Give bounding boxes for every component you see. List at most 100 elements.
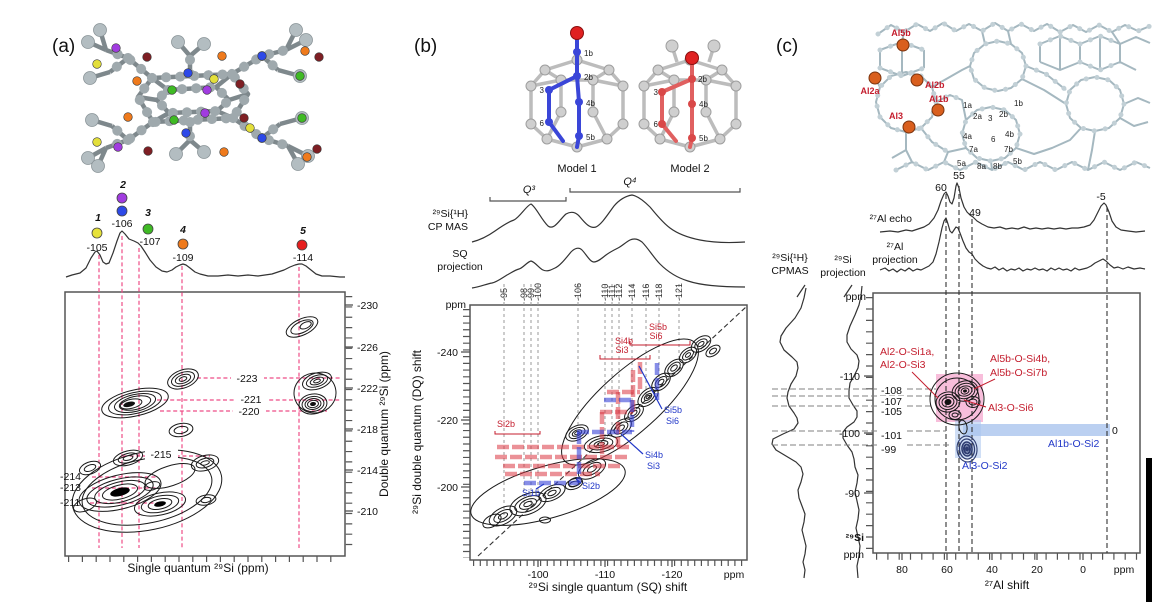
panel-a-plot-box bbox=[64, 291, 346, 557]
peak-num: 2 bbox=[119, 179, 126, 191]
peak-shift: -114 bbox=[293, 252, 313, 264]
ytick: -200 bbox=[437, 482, 458, 494]
xtick: -100 bbox=[527, 569, 548, 581]
peak-markers: 1 2 3 4 5 -105 -106 -107 -109 -114 bbox=[86, 179, 313, 264]
cpmas-label-1: ²⁹Si{¹H} bbox=[433, 208, 469, 220]
site-label: 2b bbox=[698, 75, 707, 84]
contour-plot-a bbox=[71, 316, 337, 533]
si-cpmas-label-2: CPMAS bbox=[771, 265, 808, 277]
sq-proj-label-2: projection bbox=[437, 261, 483, 273]
peak-dot-2b bbox=[116, 205, 128, 217]
red-annotation: Al5b-O-Si4b, bbox=[990, 353, 1050, 365]
panel-c-xlabel: ²⁷Al shift bbox=[985, 578, 1030, 592]
ytick: -220 bbox=[437, 415, 458, 427]
ytick: -226 bbox=[357, 342, 378, 354]
zeolite-framework: Al5b Al2a Al2b Al1b Al3 1a 2a 3 2b 1b 4a… bbox=[860, 20, 1153, 173]
xtick: 80 bbox=[896, 564, 908, 576]
si-vertical-traces: ²⁹Si{¹H} CPMAS ²⁹Si projection bbox=[771, 252, 866, 579]
sq-line-label: -121 bbox=[674, 283, 684, 301]
peak-dot-5 bbox=[296, 239, 308, 251]
panel-c-annotations: Al2-O-Si1a, Al2-O-Si3 Al5b-O-Si4b, Al5b-… bbox=[880, 346, 1118, 472]
cage-models: 1b 2b 3 6 4b 5b 2b 3 6 4b 5b Model 1 Mod… bbox=[525, 26, 742, 175]
panel-b-plot-box bbox=[469, 304, 748, 561]
model2-highlight-atoms bbox=[658, 75, 696, 142]
red-si5b-label: Si5b bbox=[649, 322, 667, 332]
ytick: -110 bbox=[840, 371, 860, 383]
q3-label: Q³ bbox=[523, 184, 536, 196]
al-site-label: Al3 bbox=[889, 111, 903, 121]
peak-shift: -106 bbox=[111, 218, 132, 230]
red-si6-label: Si6 bbox=[649, 331, 662, 341]
red-si4b-label: Si4b bbox=[615, 336, 633, 346]
red-annotation: Al2-O-Si3 bbox=[880, 359, 926, 371]
site-label: 1b bbox=[584, 49, 593, 58]
al-echo-label: ²⁷Al echo bbox=[870, 213, 912, 225]
panel-b-xlabel: ²⁹Si single quantum (SQ) shift bbox=[529, 580, 688, 594]
panel-b-1d-traces: ²⁹Si{¹H} CP MAS SQ projection bbox=[428, 194, 746, 289]
xtick: 40 bbox=[986, 564, 998, 576]
blue-si1b-label: Si1b bbox=[522, 488, 540, 498]
peak-shift: -107 bbox=[139, 236, 160, 248]
si-proj-label-1: ²⁹Si bbox=[834, 254, 851, 266]
panel-a-label: (a) bbox=[52, 36, 75, 57]
sq-line-label: -118 bbox=[654, 284, 664, 301]
panel-c-label: (c) bbox=[776, 36, 798, 57]
sq-proj-label-1: SQ bbox=[452, 248, 467, 260]
al-peak-label: 49 bbox=[969, 207, 981, 219]
red-si3-label: Si3 bbox=[615, 345, 628, 355]
al-site-label: Al1b bbox=[929, 94, 949, 104]
panel-a-axes: -230 -226 -222 -218 -214 -210 Double qua… bbox=[68, 296, 391, 575]
al-site-label: Al5b bbox=[891, 28, 911, 38]
red-annotation: Al2-O-Si1a, bbox=[880, 346, 934, 358]
ytick: -210 bbox=[357, 506, 378, 518]
blue-si5b-label: Si5b bbox=[664, 405, 682, 415]
panel-c: (c) Al5b Al2a Al2b Al1b Al3 1a 2a 3 2b 1… bbox=[771, 20, 1153, 602]
svg-text:2b: 2b bbox=[999, 110, 1008, 119]
y-axis-unit-label: ppm bbox=[844, 549, 865, 561]
svg-text:1b: 1b bbox=[1014, 99, 1023, 108]
xtick: 60 bbox=[941, 564, 953, 576]
al-peak-label: 55 bbox=[953, 170, 965, 182]
dq-label: -211 bbox=[60, 497, 80, 509]
model1-blue-connectivity bbox=[524, 363, 660, 486]
blue-si2b-label: Si2b bbox=[582, 481, 600, 491]
ytick: -100 bbox=[839, 428, 860, 440]
peak-num: 4 bbox=[179, 224, 186, 236]
ytick: -230 bbox=[357, 300, 378, 312]
sq-line-label: -111 bbox=[607, 284, 617, 301]
peak-num: 3 bbox=[145, 207, 151, 219]
sq-shift-guides: -95 -98 -99 -100 -106 -110 -111 -112 -11… bbox=[499, 283, 684, 520]
site-label: 4b bbox=[699, 100, 708, 109]
svg-text:3: 3 bbox=[988, 114, 993, 123]
xtick: -110 bbox=[595, 569, 615, 581]
si-cpmas-label-1: ²⁹Si{¹H} bbox=[772, 252, 808, 264]
q-region-brackets: Q³ Q⁴ bbox=[489, 176, 741, 202]
sq-line-label: -112 bbox=[614, 284, 624, 301]
red-annotation: Al5b-O-Si7b bbox=[990, 367, 1047, 379]
red-annotation: Al3-O-Si6 bbox=[988, 402, 1034, 414]
al-atoms bbox=[868, 38, 945, 134]
ytick: -90 bbox=[845, 488, 860, 500]
al-peak-label: -5 bbox=[1096, 191, 1105, 203]
svg-text:4a: 4a bbox=[963, 132, 972, 141]
molecule-structure bbox=[81, 23, 324, 173]
site-label: 5b bbox=[586, 133, 595, 142]
site-label: 6 bbox=[654, 120, 659, 129]
blue-si4b-label: Si4b bbox=[645, 450, 663, 460]
panel-b: (b) 1b 2b 3 6 bbox=[410, 26, 748, 594]
al-site-label: Al2a bbox=[860, 86, 880, 96]
si-shift-label: -107 bbox=[881, 396, 902, 408]
panel-c-axes: -110 -100 -90 80 60 40 20 0 ppm ²⁹Si ppm… bbox=[839, 297, 1138, 592]
molecule-hetero-atoms bbox=[92, 43, 324, 162]
peak-dot-3 bbox=[142, 223, 154, 235]
si-1d-spectrum-trace bbox=[65, 230, 345, 278]
al-1d-traces: ²⁷Al echo ²⁷Al projection 60 55 49 -5 bbox=[870, 170, 1146, 273]
peak-shift: -105 bbox=[86, 242, 107, 254]
peak-shift: -109 bbox=[172, 252, 193, 264]
peak-dot-1 bbox=[91, 227, 103, 239]
model1-caption: Model 1 bbox=[557, 163, 596, 175]
si-shift-label: -101 bbox=[881, 430, 902, 442]
dq-label: -213 bbox=[60, 482, 81, 494]
peak-dot-2a bbox=[116, 192, 128, 204]
